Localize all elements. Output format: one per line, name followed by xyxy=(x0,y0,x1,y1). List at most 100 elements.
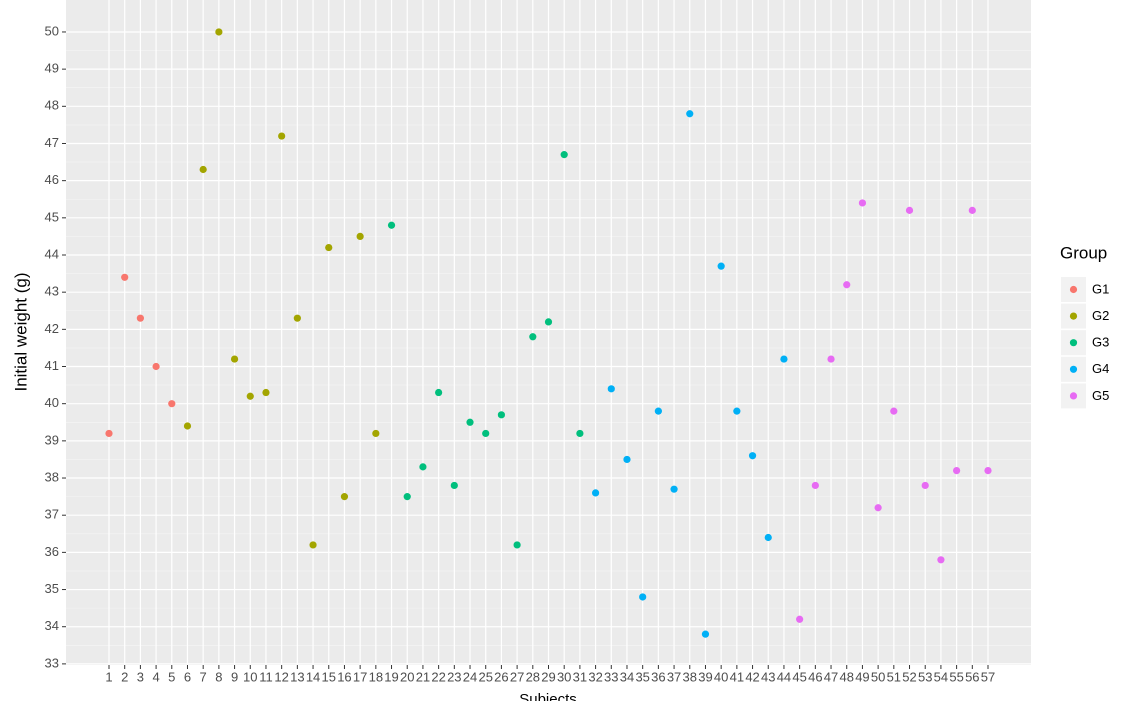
x-tick-label: 17 xyxy=(353,669,367,684)
point xyxy=(246,392,254,400)
x-tick-label: 29 xyxy=(541,669,555,684)
x-tick-label: 56 xyxy=(965,669,979,684)
point xyxy=(811,481,819,490)
x-tick-label: 9 xyxy=(231,669,238,684)
point xyxy=(419,463,427,471)
point xyxy=(764,533,772,542)
x-axis-title: Subjects xyxy=(519,691,577,701)
point xyxy=(905,206,914,214)
x-tick-label: 37 xyxy=(667,669,681,684)
point xyxy=(136,314,144,322)
point xyxy=(890,407,898,415)
point xyxy=(560,151,568,159)
x-tick-label: 32 xyxy=(588,669,602,684)
x-tick-label: 14 xyxy=(306,669,320,684)
point xyxy=(403,493,411,501)
point xyxy=(466,418,474,426)
x-tick-label: 39 xyxy=(698,669,712,684)
x-tick-label: 6 xyxy=(184,669,191,684)
point xyxy=(686,110,694,118)
point xyxy=(435,388,443,397)
x-tick-label: 33 xyxy=(604,669,618,684)
x-tick-label: 28 xyxy=(526,669,540,684)
point xyxy=(497,411,506,419)
point xyxy=(183,422,192,430)
point xyxy=(827,355,835,363)
x-tick-label: 45 xyxy=(792,669,806,684)
x-tick-label: 13 xyxy=(290,669,304,684)
point xyxy=(340,493,349,501)
point xyxy=(591,489,600,497)
point xyxy=(639,593,647,601)
x-tick-label: 34 xyxy=(620,669,634,684)
x-tick-label: 55 xyxy=(949,669,963,684)
legend-title: Group xyxy=(1060,243,1107,262)
point xyxy=(670,485,678,493)
x-tick-label: 57 xyxy=(981,669,995,684)
x-tick-label: 21 xyxy=(416,669,430,684)
legend-label: G2 xyxy=(1092,308,1109,323)
x-tick-label: 5 xyxy=(168,669,175,684)
x-tick-label: 7 xyxy=(200,669,207,684)
point xyxy=(733,407,741,415)
y-tick-label: 38 xyxy=(45,469,59,484)
x-tick-label: 52 xyxy=(902,669,916,684)
x-tick-label: 8 xyxy=(215,669,222,684)
point xyxy=(356,232,364,241)
y-axis-title: Initial weight (g) xyxy=(11,272,30,391)
point xyxy=(199,165,207,174)
point xyxy=(717,262,725,270)
point xyxy=(654,407,662,415)
point xyxy=(796,615,804,623)
point xyxy=(984,466,992,475)
point xyxy=(576,429,584,438)
x-tick-label: 24 xyxy=(463,669,477,684)
legend-marker xyxy=(1069,365,1078,373)
legend-marker xyxy=(1069,339,1078,347)
y-tick-label: 42 xyxy=(45,321,59,336)
x-tick-label: 48 xyxy=(839,669,853,684)
x-tick-label: 11 xyxy=(259,669,273,684)
x-tick-label: 44 xyxy=(777,669,791,684)
legend-marker xyxy=(1069,312,1078,320)
point xyxy=(105,429,113,438)
point xyxy=(278,132,286,140)
point xyxy=(513,541,521,549)
x-tick-label: 51 xyxy=(887,669,901,684)
point xyxy=(858,199,867,207)
x-tick-label: 18 xyxy=(369,669,383,684)
x-tick-label: 15 xyxy=(322,669,336,684)
point xyxy=(168,400,176,408)
x-tick-label: 36 xyxy=(651,669,665,684)
x-tick-label: 43 xyxy=(761,669,775,684)
point xyxy=(843,281,851,289)
x-tick-label: 2 xyxy=(121,669,128,684)
x-tick-label: 54 xyxy=(934,669,948,684)
y-tick-label: 37 xyxy=(45,507,59,522)
y-tick-label: 36 xyxy=(45,544,59,559)
y-tick-label: 34 xyxy=(45,618,59,633)
x-tick-label: 1 xyxy=(105,669,112,684)
x-tick-label: 47 xyxy=(824,669,838,684)
x-tick-label: 25 xyxy=(478,669,492,684)
x-tick-label: 20 xyxy=(400,669,414,684)
x-tick-label: 38 xyxy=(683,669,697,684)
point xyxy=(309,541,317,549)
x-tick-label: 19 xyxy=(384,669,398,684)
x-tick-label: 46 xyxy=(808,669,822,684)
point xyxy=(748,452,757,460)
point xyxy=(152,362,160,371)
point xyxy=(450,481,458,490)
point xyxy=(372,429,380,438)
point xyxy=(953,466,961,475)
point xyxy=(215,28,223,36)
y-tick-label: 35 xyxy=(45,581,59,596)
x-tick-label: 40 xyxy=(714,669,728,684)
x-tick-label: 50 xyxy=(871,669,885,684)
y-tick-label: 43 xyxy=(45,284,59,299)
y-tick-label: 40 xyxy=(45,395,59,410)
y-tick-label: 46 xyxy=(45,172,59,187)
y-tick-label: 33 xyxy=(45,655,59,670)
y-tick-label: 49 xyxy=(45,61,59,76)
